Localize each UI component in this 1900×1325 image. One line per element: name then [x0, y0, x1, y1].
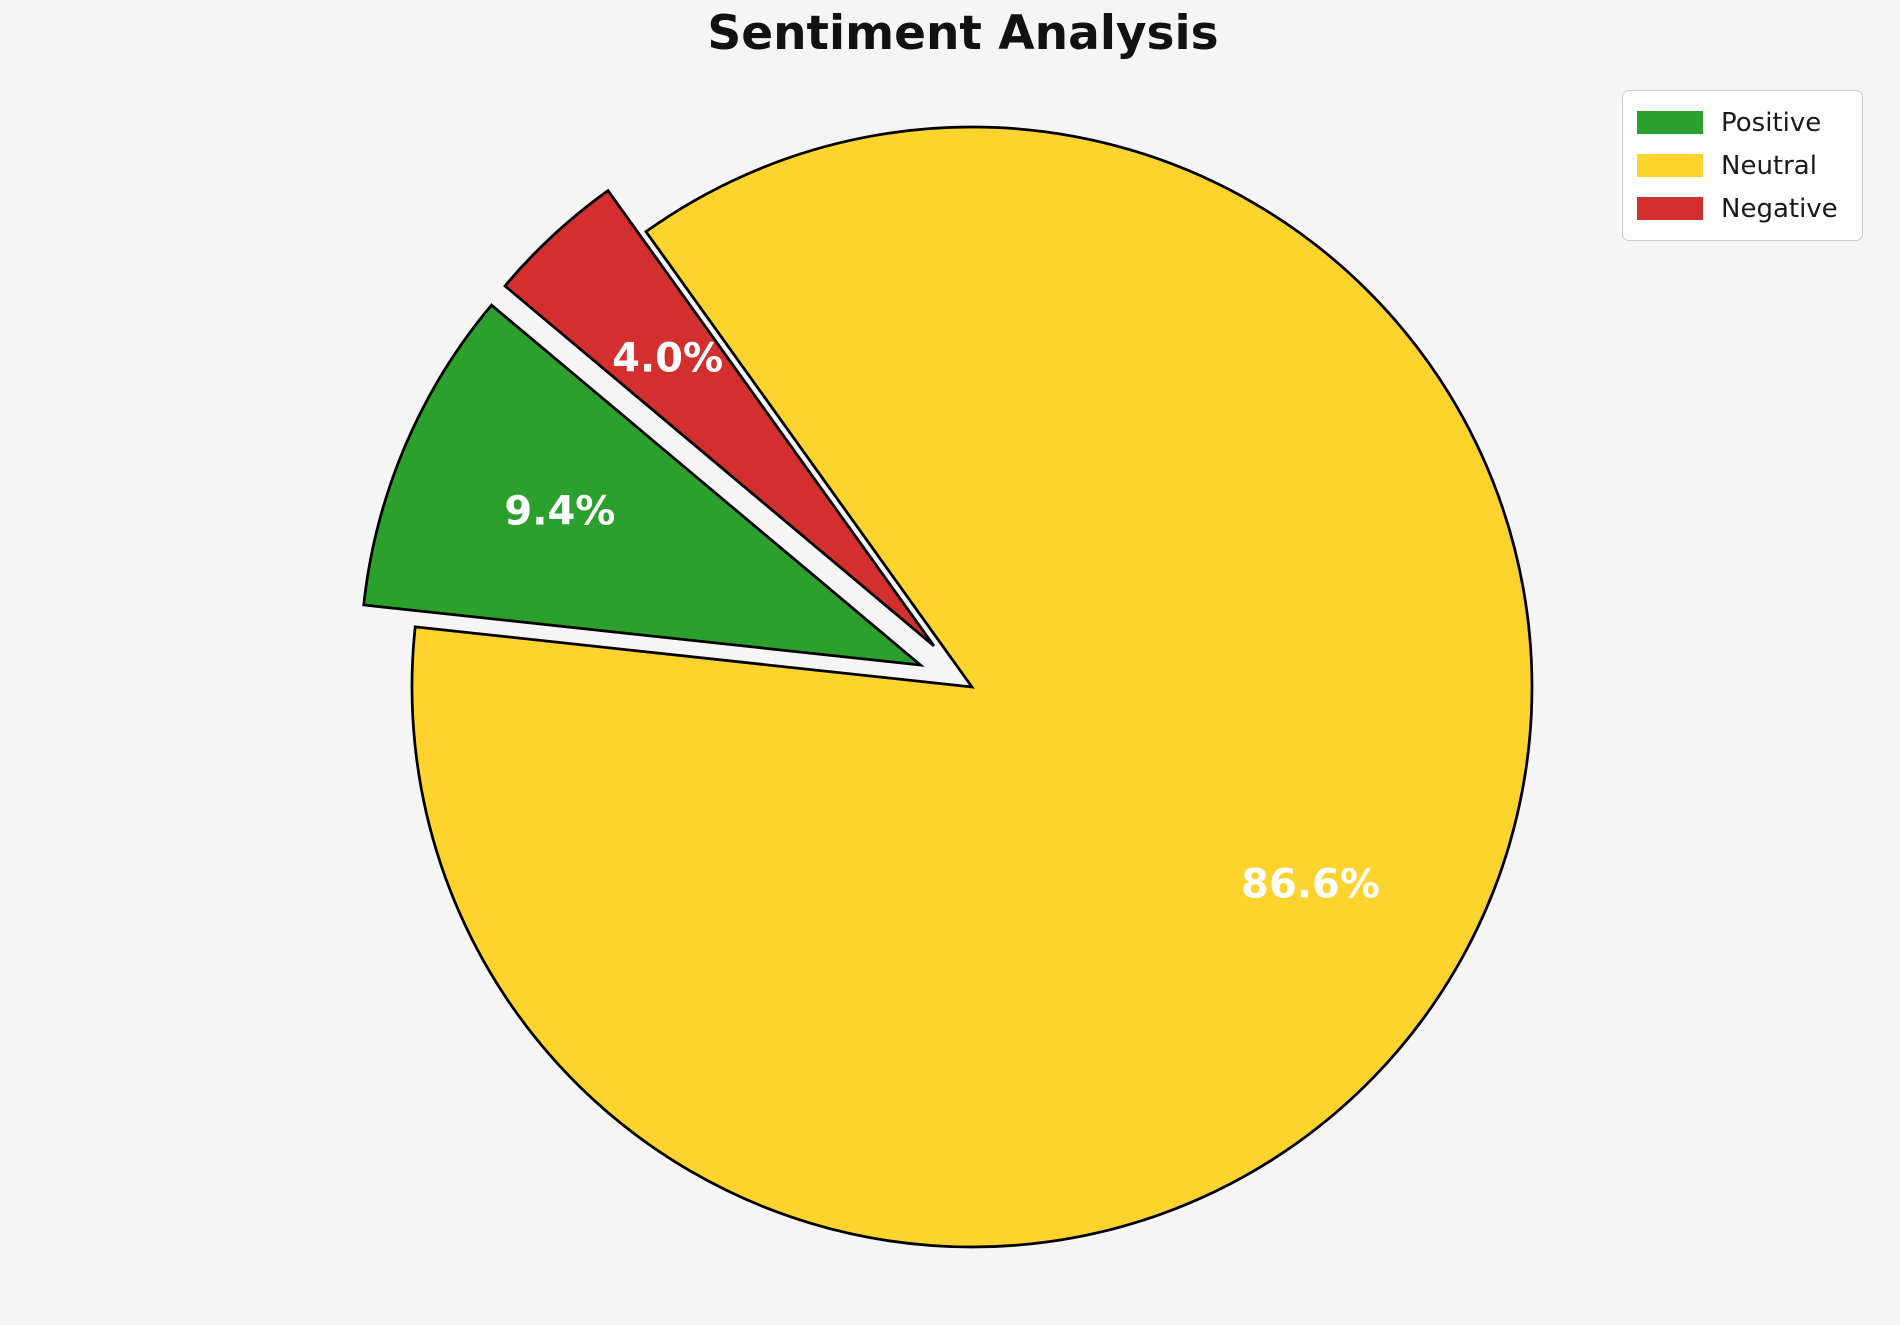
legend-swatch-negative: [1637, 197, 1703, 220]
legend-label: Negative: [1721, 193, 1838, 224]
pct-label-negative: 4.0%: [612, 335, 723, 381]
chart-title: Sentiment Analysis: [707, 6, 1219, 61]
pie-slice-positive: [362, 303, 925, 667]
legend-label: Positive: [1721, 107, 1822, 138]
legend-swatch-positive: [1637, 111, 1703, 134]
pct-label-positive: 9.4%: [504, 488, 615, 534]
legend-item-positive: Positive: [1637, 101, 1838, 144]
pct-label-neutral: 86.6%: [1241, 862, 1380, 908]
pie-slice-negative: [503, 188, 936, 647]
legend-item-negative: Negative: [1637, 187, 1838, 230]
legend-swatch-neutral: [1637, 154, 1703, 177]
legend-label: Neutral: [1721, 150, 1817, 181]
pie-slice-neutral: [410, 125, 1534, 1249]
legend-item-neutral: Neutral: [1637, 144, 1838, 187]
legend: Positive Neutral Negative: [1622, 90, 1863, 241]
